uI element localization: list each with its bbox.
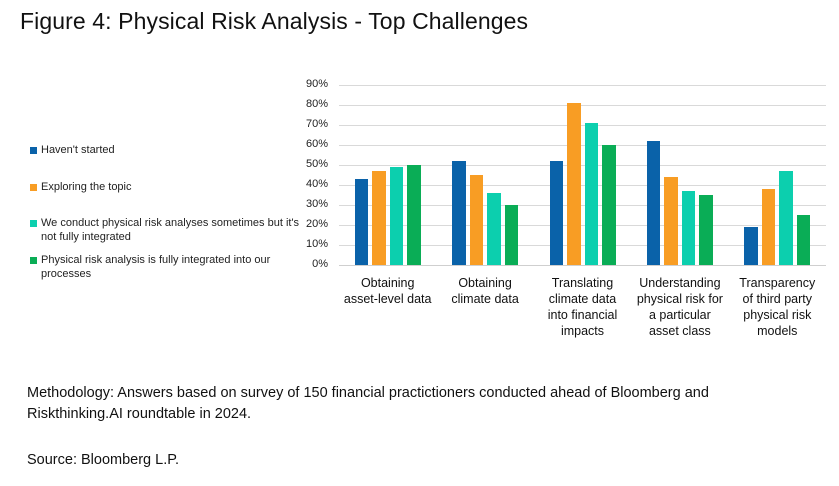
bar — [452, 161, 466, 265]
bar — [744, 227, 758, 265]
bar — [761, 189, 776, 265]
legend-item: We conduct physical risk analyses someti… — [30, 216, 300, 244]
bar-chart: 0% 10% 20% 30% 40% 50% 60% 70% 80% 90% Obtaining as… — [305, 78, 834, 339]
y-tick-label: 20% — [305, 218, 328, 230]
legend-swatch-icon — [30, 183, 37, 191]
gridline — [339, 145, 826, 146]
legend-item: Physical risk analysis is fully integrat… — [30, 253, 300, 281]
x-category-label-line: Obtaining — [458, 276, 512, 290]
methodology-line-2: Riskthinking.AI roundtable in 2024. — [27, 406, 252, 422]
x-category-label-line: Obtaining — [360, 276, 415, 290]
x-category-label-line: Transparency — [739, 276, 816, 290]
methodology-line-1: Methodology: Answers based on survey of … — [27, 385, 709, 401]
figure-title: Figure 4: Physical Risk Analysis - Top C… — [20, 8, 529, 34]
x-category-label: Transparency of third party physical risk m… — [721, 275, 834, 339]
gridline — [339, 165, 826, 166]
x-category-label-line: impacts — [560, 324, 605, 338]
gridline — [339, 225, 826, 226]
x-axis-line — [339, 265, 826, 266]
y-tick-label: 80% — [305, 98, 328, 110]
gridline — [339, 105, 826, 106]
x-category-label-line: a particular — [648, 308, 711, 322]
x-category-label-line: climate data — [548, 292, 617, 306]
bar — [779, 171, 793, 265]
x-category-label-line: physical risk — [743, 308, 812, 322]
legend-swatch-icon — [30, 146, 37, 154]
legend-label: Exploring the topic — [41, 181, 132, 193]
x-category-label: Understanding physical risk for a particul… — [623, 275, 736, 339]
y-tick-label: 0% — [312, 258, 328, 270]
source-note: Source: Bloomberg L.P. — [27, 452, 180, 468]
y-tick-label: 30% — [305, 198, 328, 210]
bar — [567, 103, 581, 265]
x-category-label-line: into financial — [547, 308, 618, 322]
x-category-label: Translating climate data into financial imp… — [526, 275, 639, 339]
legend-swatch-icon — [30, 256, 37, 264]
bar — [549, 161, 563, 265]
x-category-label-line: Understanding — [639, 276, 721, 290]
bar — [796, 215, 811, 265]
y-tick-label: 90% — [305, 78, 328, 90]
y-tick-label: 70% — [305, 118, 328, 130]
y-tick-label: 60% — [305, 138, 328, 150]
y-tick-label: 10% — [305, 238, 328, 250]
bar — [602, 145, 616, 265]
x-category-label-line: of third party — [742, 292, 813, 306]
x-category-label-line: models — [757, 324, 798, 338]
legend-label: We conduct physical risk analyses someti… — [41, 217, 300, 243]
bar — [407, 165, 421, 265]
x-category-label-line: asset class — [648, 324, 711, 338]
legend-label: Physical risk analysis is fully integrat… — [41, 254, 271, 280]
x-category-label-line: asset-level data — [343, 292, 432, 306]
y-tick-label: 50% — [305, 158, 328, 170]
bar — [354, 179, 369, 265]
legend-label: Haven't started — [41, 144, 115, 156]
gridline — [339, 245, 826, 246]
bar — [664, 177, 678, 265]
legend-swatch-icon — [30, 219, 37, 227]
gridline — [339, 125, 826, 126]
bar — [372, 171, 386, 265]
x-category-label-line: Translating — [551, 276, 614, 290]
gridline — [339, 185, 826, 186]
x-category-label-line: climate data — [451, 292, 519, 306]
legend-item: Haven't started — [30, 143, 300, 157]
bar — [469, 175, 484, 265]
bar — [584, 123, 598, 265]
bar — [646, 141, 661, 265]
bar — [681, 191, 696, 265]
bar — [487, 193, 501, 265]
bar — [389, 167, 404, 265]
x-category-label-line: physical risk for — [636, 292, 723, 306]
x-category-label: Obtaining climate data — [428, 275, 541, 307]
gridline — [339, 85, 826, 86]
bar — [504, 205, 519, 265]
y-tick-label: 40% — [305, 178, 328, 190]
bar — [699, 195, 713, 265]
x-category-label: Obtaining asset-level data — [331, 275, 444, 307]
legend-item: Exploring the topic — [30, 180, 300, 194]
gridline — [339, 205, 826, 206]
